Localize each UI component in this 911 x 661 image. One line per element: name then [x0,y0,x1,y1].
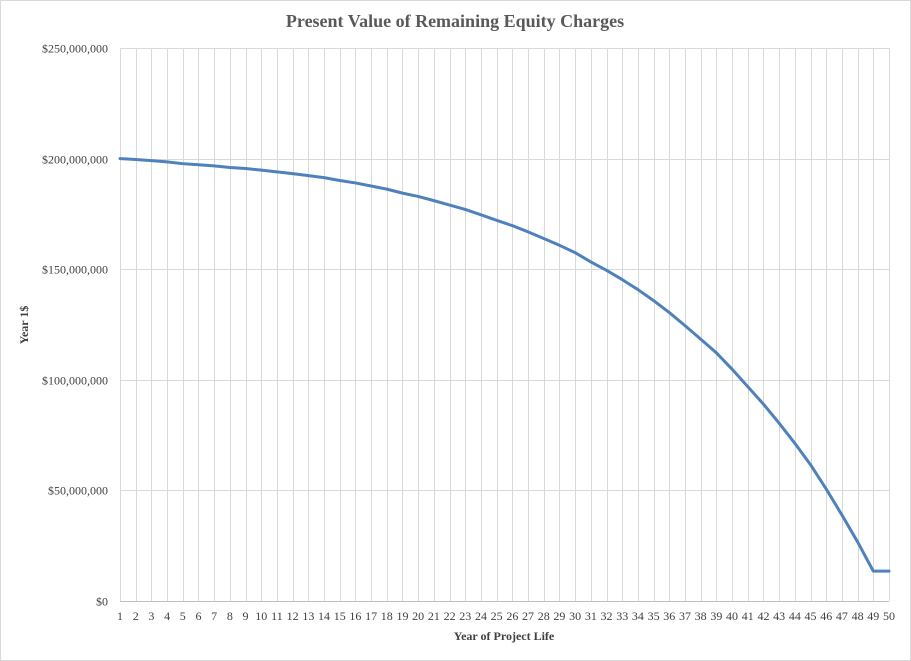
y-tick-label: $100,000,000 [42,374,108,388]
x-tick-label: 22 [444,609,456,623]
y-axis-title: Year 1$ [17,306,31,345]
x-tick-label: 42 [757,609,769,623]
x-tick-label: 19 [396,609,408,623]
x-tick-label: 50 [883,609,895,623]
x-tick-label: 1 [117,609,123,623]
x-tick-label: 4 [164,609,170,623]
y-tick-label: $50,000,000 [48,484,108,498]
x-tick-label: 6 [195,609,201,623]
x-axis-title: Year of Project Life [454,629,555,643]
x-tick-label: 21 [428,609,440,623]
y-tick-label: $250,000,000 [42,42,108,56]
x-tick-label: 26 [506,609,518,623]
x-tick-label: 18 [381,609,393,623]
x-tick-label: 49 [867,609,879,623]
x-tick-label: 23 [459,609,471,623]
x-tick-label: 27 [522,609,534,623]
y-tick-label: $150,000,000 [42,263,108,277]
x-tick-label: 10 [255,609,267,623]
x-tick-label: 37 [679,609,691,623]
x-tick-label: 12 [287,609,299,623]
chart-title: Present Value of Remaining Equity Charge… [286,11,624,31]
x-tick-label: 40 [726,609,738,623]
x-tick-label: 13 [302,609,314,623]
x-tick-label: 45 [805,609,817,623]
x-tick-label: 3 [148,609,154,623]
series-group [118,157,891,573]
x-tick-label: 47 [836,609,848,623]
x-tick-label: 44 [789,609,801,623]
x-tick-label: 28 [538,609,550,623]
x-tick-label: 8 [227,609,233,623]
x-tick-label: 14 [318,609,330,623]
x-tick-label: 46 [820,609,832,623]
y-tick-label: $0 [96,595,108,609]
x-tick-label: 24 [475,609,487,623]
x-tick-label: 2 [133,609,139,623]
x-tick-label: 25 [491,609,503,623]
x-tick-label: 36 [663,609,675,623]
x-tick-label: 30 [569,609,581,623]
x-tick-label: 33 [616,609,628,623]
x-tick-label: 11 [271,609,283,623]
series-line [118,157,891,573]
x-axis-ticks: 1 2 3 4 5 6 7 8 9 10 11 12 13 14 15 16 17 18 19 20 21 22 23 24 2… [117,609,895,623]
x-tick-label: 7 [211,609,217,623]
x-tick-label: 15 [334,609,346,623]
x-tick-label: 41 [742,609,754,623]
x-tick-label: 35 [648,609,660,623]
x-tick-label: 29 [553,609,565,623]
y-axis-ticks: $0 $50,000,000 $100,000,000 $150,000,000 $20… [42,42,108,609]
gridlines [120,48,890,602]
x-tick-label: 31 [585,609,597,623]
x-tick-label: 16 [349,609,361,623]
x-tick-label: 38 [695,609,707,623]
x-tick-label: 39 [710,609,722,623]
x-tick-label: 43 [773,609,785,623]
x-tick-label: 32 [601,609,613,623]
x-tick-label: 17 [365,609,377,623]
x-tick-label: 5 [180,609,186,623]
y-tick-label: $200,000,000 [42,153,108,167]
x-tick-label: 34 [632,609,644,623]
x-tick-label: 20 [412,609,424,623]
x-tick-label: 9 [243,609,249,623]
x-tick-label: 48 [852,609,864,623]
